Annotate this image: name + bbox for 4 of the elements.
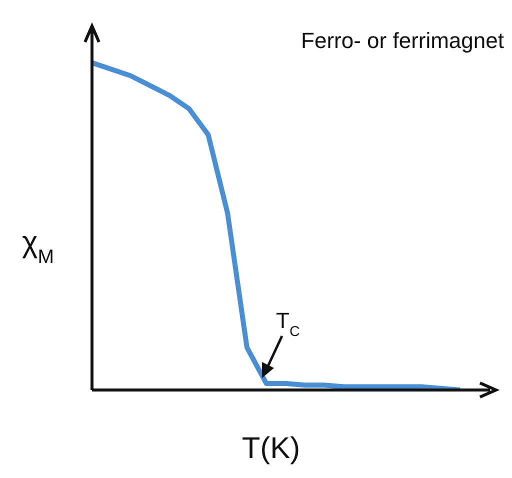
annotation: T$_{C}$: [276, 308, 300, 340]
y-axis-title: χ$_{M}$: [22, 226, 54, 268]
chart-title: Ferro- or ferrimagnet: [301, 28, 504, 53]
x-axis-title: T(K): [242, 432, 300, 465]
